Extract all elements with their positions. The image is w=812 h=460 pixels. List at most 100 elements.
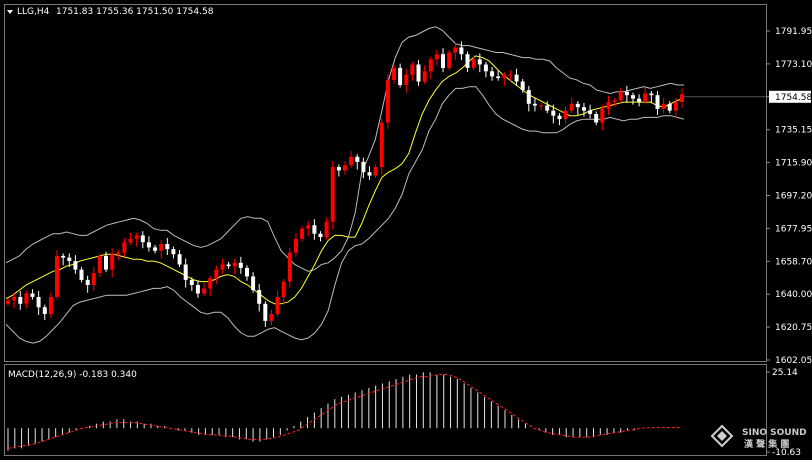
- candle: [545, 101, 550, 114]
- price-axis: 1791.95 1773.10 1754.58 1735.15 1715.90 1697.…: [684, 27, 812, 366]
- candle-body: [140, 235, 145, 243]
- candle-body: [385, 79, 390, 123]
- candle-body: [373, 167, 378, 176]
- candle-body: [202, 288, 207, 294]
- macd-panel-frame[interactable]: [4, 364, 767, 456]
- candle-body: [569, 103, 574, 111]
- candle: [502, 72, 507, 86]
- candle-body: [594, 114, 599, 123]
- candle: [385, 73, 390, 129]
- candle: [428, 56, 433, 79]
- candle-body: [30, 293, 35, 297]
- candle: [263, 301, 268, 327]
- price-tick-label: 1658.70: [775, 257, 812, 267]
- candle: [361, 157, 366, 179]
- candle: [539, 102, 544, 110]
- candle: [324, 217, 329, 240]
- candle-body: [520, 81, 525, 90]
- candle: [202, 282, 207, 297]
- candle-body: [490, 71, 495, 77]
- candle-body: [392, 67, 396, 80]
- candle-body: [447, 52, 452, 68]
- candle: [526, 85, 531, 112]
- candle-body: [153, 247, 158, 251]
- candle-body: [12, 297, 17, 301]
- candle-body: [349, 156, 354, 166]
- ohlc-label: 1751.83 1755.36 1751.50 1754.58: [56, 7, 214, 17]
- candle: [422, 65, 427, 85]
- candle-body: [582, 107, 586, 111]
- watermark-text: SINO SOUND: [742, 428, 807, 438]
- candle: [483, 61, 488, 78]
- candle-body: [459, 47, 464, 55]
- price-panel-frame[interactable]: [4, 4, 767, 362]
- candle-body: [496, 76, 501, 79]
- candle-body: [649, 93, 654, 96]
- candle: [612, 97, 617, 107]
- dropdown-triangle-icon[interactable]: [7, 10, 13, 14]
- price-tick-label: 1602.05: [775, 356, 812, 366]
- candle: [680, 88, 684, 109]
- candle-body: [195, 285, 200, 294]
- candle: [465, 51, 470, 73]
- candle: [294, 232, 298, 257]
- candle: [355, 154, 360, 170]
- candle: [245, 265, 249, 281]
- candle: [508, 70, 513, 81]
- candle-body: [532, 103, 537, 106]
- candle-body: [508, 74, 513, 76]
- price-tick-label: 1697.20: [775, 192, 812, 202]
- candle: [514, 68, 519, 86]
- candle: [275, 290, 280, 317]
- candle-body: [6, 300, 10, 304]
- candle-body: [379, 122, 384, 168]
- candle-body: [122, 242, 127, 253]
- chart-header: LLG,H4 1751.83 1755.36 1751.50 1754.58: [7, 7, 214, 17]
- candle-body: [600, 108, 605, 123]
- price-tick-label: 1773.10: [775, 60, 812, 70]
- candle-body: [67, 257, 72, 261]
- candle: [441, 48, 445, 73]
- candle: [318, 231, 323, 242]
- candle-body: [73, 261, 78, 270]
- candle: [36, 290, 41, 315]
- candle: [116, 249, 121, 261]
- candle-body: [434, 54, 439, 60]
- candle-body: [631, 95, 635, 99]
- macd-label: MACD(12,26,9) -0.183 0.340: [8, 370, 137, 380]
- candle-body: [134, 235, 139, 239]
- candle: [195, 280, 200, 298]
- candle: [330, 161, 335, 230]
- candle-body: [226, 264, 231, 267]
- candle-body: [287, 252, 292, 282]
- candle: [551, 104, 556, 124]
- candle-body: [330, 167, 335, 222]
- candle: [575, 101, 580, 115]
- candle: [631, 92, 635, 105]
- candle: [55, 249, 59, 300]
- candle: [306, 220, 311, 237]
- candle-body: [673, 102, 678, 111]
- candle-body: [300, 228, 305, 239]
- candle: [477, 53, 482, 73]
- candle: [649, 90, 654, 103]
- candle-body: [416, 64, 421, 82]
- watermark-subtext: 漢 聲 集 團: [744, 438, 789, 450]
- signal-path: [7, 374, 682, 449]
- candle-body: [453, 47, 458, 53]
- candle: [367, 166, 372, 180]
- candle-body: [514, 74, 519, 82]
- candle: [189, 277, 194, 291]
- candle: [490, 67, 495, 81]
- candle-body: [343, 165, 347, 171]
- candle-body: [557, 115, 562, 120]
- candle: [159, 239, 164, 259]
- candle-body: [281, 281, 286, 297]
- candle: [281, 279, 286, 305]
- candle: [165, 237, 170, 256]
- candle-body: [208, 278, 213, 289]
- candle-body: [177, 254, 182, 265]
- candle-body: [97, 255, 102, 273]
- candle: [238, 256, 243, 274]
- candle-body: [269, 314, 274, 321]
